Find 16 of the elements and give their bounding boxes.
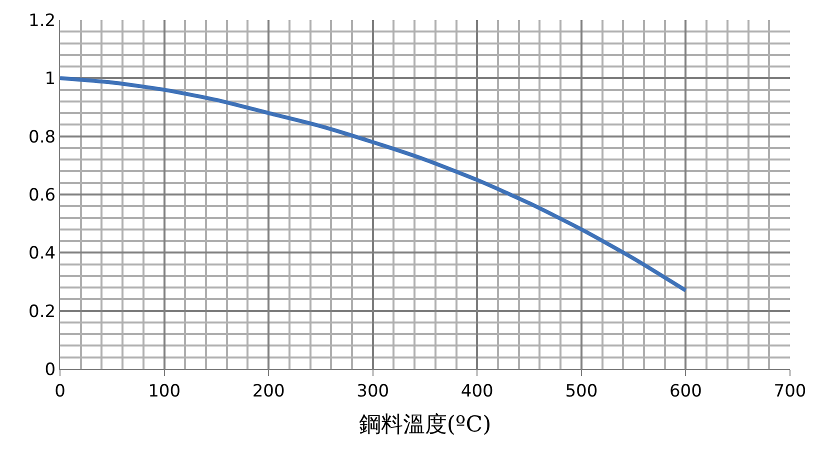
line-series [60, 76, 688, 292]
y-tick-label: 0.4 [28, 244, 56, 264]
x-tick-label: 700 [774, 381, 806, 402]
y-tick-label: 1 [44, 69, 56, 90]
y-tick-label: 0.8 [28, 127, 56, 148]
x-axis-title: 鋼料溫度(ºC) [358, 412, 492, 438]
y-tick-label: 1.2 [28, 10, 56, 31]
x-tick-label: 100 [148, 381, 181, 402]
y-tick-label: 0 [44, 360, 56, 380]
y-tick-label: 0.6 [28, 185, 56, 206]
x-tick-label: 500 [565, 381, 598, 402]
x-tick-label: 200 [252, 381, 285, 402]
x-tick-label: 400 [460, 381, 494, 402]
x-tick-label: 300 [356, 381, 390, 402]
x-tick-label: 600 [669, 381, 702, 402]
y-tick-label: 0.2 [28, 302, 56, 322]
